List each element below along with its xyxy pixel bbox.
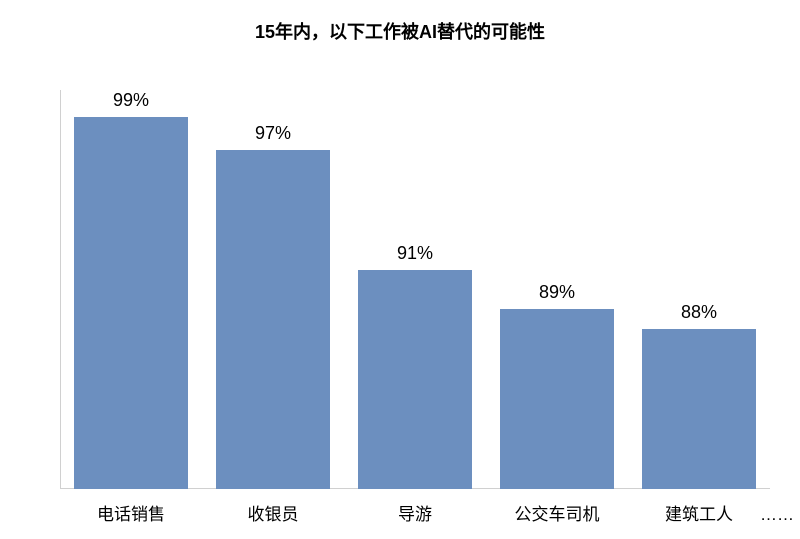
x-axis-label: 公交车司机 (486, 500, 628, 525)
bar-chart: 15年内，以下工作被AI替代的可能性 99% 97% 91% 89% 88% 电话销售收… (0, 0, 800, 539)
plot-area: 99% 97% 91% 89% 88% (60, 90, 770, 489)
x-axis-label: 收银员 (202, 500, 344, 525)
bar-value-label: 89% (539, 282, 575, 303)
continuation-ellipsis: …… (760, 505, 794, 525)
bar-value-label: 97% (255, 123, 291, 144)
bar-value-label: 88% (681, 302, 717, 323)
bar-rect (358, 270, 472, 489)
bar-rect (216, 150, 330, 489)
bar-rect (74, 117, 188, 489)
bar-slot: 91% (344, 90, 486, 489)
bars-container: 99% 97% 91% 89% 88% (60, 90, 770, 489)
x-axis-label: 电话销售 (60, 500, 202, 525)
chart-title: 15年内，以下工作被AI替代的可能性 (0, 18, 800, 44)
bar-rect (500, 309, 614, 489)
bar-slot: 89% (486, 90, 628, 489)
bar-value-label: 91% (397, 243, 433, 264)
bar-slot: 97% (202, 90, 344, 489)
bar-value-label: 99% (113, 90, 149, 111)
bar-slot: 99% (60, 90, 202, 489)
bar-slot: 88% (628, 90, 770, 489)
x-axis-labels: 电话销售收银员导游公交车司机建筑工人 (60, 500, 770, 525)
x-axis-label: 导游 (344, 500, 486, 525)
bar-rect (642, 329, 756, 489)
x-axis-label: 建筑工人 (628, 500, 770, 525)
